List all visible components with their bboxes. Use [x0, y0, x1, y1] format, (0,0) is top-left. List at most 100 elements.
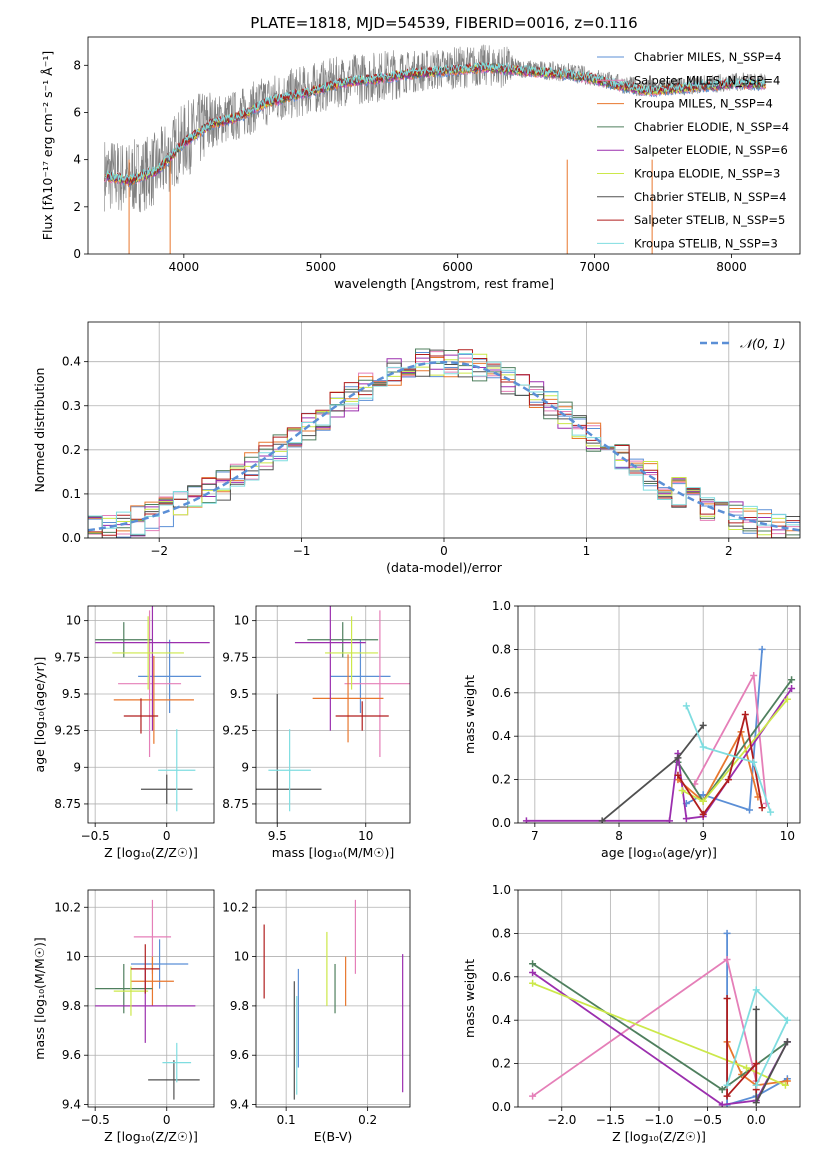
weight-marker: [723, 955, 731, 963]
weight-marker: [750, 758, 758, 766]
error-bar-point: [130, 944, 160, 994]
weight-marker: [743, 1064, 751, 1072]
weight-marker: [598, 817, 606, 823]
y-axis-label: mass weight: [462, 675, 477, 754]
weight-marker: [723, 1081, 731, 1089]
weight-marker: [752, 1060, 760, 1068]
axes-frame: [87, 605, 215, 824]
error-bar-point: [148, 1060, 200, 1100]
legend-label: Salpeter STELIB, N_SSP=5: [634, 213, 785, 227]
chart-mass_vs_Z: −0.5 0 9.4 9.6 9.8 10 10.2 Z [log₁₀(Z/Z☉)] mass …: [32, 889, 215, 1144]
axes-frame: [87, 889, 215, 1108]
weight-marker: [741, 711, 749, 718]
y-tick-label: 8.75: [222, 797, 249, 811]
weight-marker: [723, 995, 731, 1002]
y-tick-label: 0.8: [492, 926, 511, 940]
error-bar-point: [95, 622, 153, 658]
x-tick-label: 0.1: [277, 1113, 296, 1127]
y-tick-label: 0.2: [492, 1057, 511, 1071]
legend-label: Chabrier MILES, N_SSP=4: [634, 50, 781, 64]
weight-marker: [783, 695, 791, 703]
weight-marker: [529, 979, 537, 987]
weight-marker: [752, 1099, 760, 1107]
error-bar-point: [312, 654, 384, 743]
x-tick-label: 6000: [442, 260, 473, 274]
weight-line: [601, 724, 704, 822]
weight-marker: [783, 1077, 791, 1085]
weight-line: [755, 1009, 789, 1104]
normal-reference-curve: [88, 360, 800, 532]
weight-marker: [723, 929, 731, 937]
x-tick-label: 0: [163, 1113, 171, 1127]
weight-marker: [718, 1101, 726, 1107]
error-bar-point: [158, 729, 196, 812]
histogram-step: [88, 352, 800, 538]
weight-marker: [674, 754, 682, 762]
x-tick-label: 7: [531, 829, 539, 843]
error-bar-point: [335, 701, 389, 731]
weight-marker: [758, 645, 766, 653]
legend-label: Chabrier STELIB, N_SSP=4: [634, 190, 786, 204]
axes-frame: [255, 605, 411, 824]
y-tick-label: 9.8: [230, 999, 249, 1013]
error-bar-point: [95, 606, 210, 731]
y-tick-label: 0.0: [62, 531, 81, 545]
axes-frame: [517, 889, 801, 1108]
error-bar-point: [95, 963, 153, 1014]
weight-marker: [745, 806, 753, 814]
y-tick-label: 0.6: [492, 970, 511, 984]
weight-marker: [783, 1016, 791, 1024]
chart-spectrum: 4000 5000 6000 7000 8000 0 2 4 6 8 wavelength [Ang…: [40, 14, 801, 291]
y-tick-label: 0.0: [492, 1100, 511, 1114]
x-axis-label: mass [log₁₀(M/M☉)]: [272, 845, 394, 860]
y-tick-label: 6: [73, 105, 81, 119]
x-axis-label: Z [log₁₀(Z/Z☉)]: [612, 1129, 706, 1144]
error-bar-point: [268, 729, 311, 812]
y-tick-label: 0.8: [492, 642, 511, 656]
plot-area: [256, 606, 410, 823]
axes-frame: [87, 36, 801, 255]
weight-marker: [522, 817, 530, 823]
y-axis-label: age [log₁₀(age/yr)]: [32, 657, 47, 773]
legend-label: Salpeter MILES, N_SSP=4: [634, 73, 780, 87]
axes-frame: [517, 605, 801, 824]
data-spectrum-line: [104, 44, 767, 213]
x-tick-label: 4000: [169, 260, 200, 274]
chart-mass_vs_EBV: 0.1 0.2 9.4 9.6 9.8 10 10.2 E(B-V): [222, 889, 411, 1144]
error-bar-point: [294, 606, 366, 731]
y-tick-label: 4: [73, 153, 81, 167]
x-tick-label: 10: [780, 829, 795, 843]
y-tick-label: 0.4: [492, 729, 511, 743]
x-axis-label: age [log₁₀(age/yr)]: [601, 845, 717, 860]
chart-age_vs_mass: 9.5 10 8.75 9 9.25 9.5 9.75 10 mass [log₁₀(M/M☉)…: [222, 605, 411, 860]
y-tick-label: 0: [73, 247, 81, 261]
y-axis-label: Normed distribution: [32, 368, 47, 493]
y-tick-label: 1.0: [492, 599, 511, 613]
axes-frame: [255, 889, 411, 1108]
model-line: [104, 62, 767, 182]
plot-area: [88, 890, 214, 1107]
weight-marker: [699, 743, 707, 751]
x-tick-label: 5000: [305, 260, 336, 274]
x-tick-label: 0: [440, 544, 448, 558]
legend-label: Chabrier ELODIE, N_SSP=4: [634, 120, 789, 134]
y-axis-label: mass weight: [462, 959, 477, 1038]
y-tick-label: 8.75: [54, 797, 81, 811]
weight-marker: [750, 671, 758, 679]
x-tick-label: 0: [163, 829, 171, 843]
error-bar-point: [344, 610, 410, 758]
error-bar-point: [162, 1042, 192, 1083]
x-tick-label: −0.5: [81, 1113, 110, 1127]
weight-marker: [758, 804, 766, 812]
x-tick-label: 8000: [716, 260, 747, 274]
model-line: [104, 61, 767, 185]
y-tick-label: 1.0: [492, 883, 511, 897]
x-axis-label: Z [log₁₀(Z/Z☉)]: [104, 1129, 198, 1144]
legend: Chabrier MILES, N_SSP=4 Salpeter MILES, N…: [597, 50, 789, 250]
error-bar-point: [325, 616, 379, 690]
weight-marker: [666, 817, 674, 823]
x-tick-label: −2: [150, 544, 168, 558]
weight-marker: [783, 1038, 791, 1046]
weight-marker: [699, 797, 707, 805]
x-tick-label: 0.0: [747, 1113, 766, 1127]
